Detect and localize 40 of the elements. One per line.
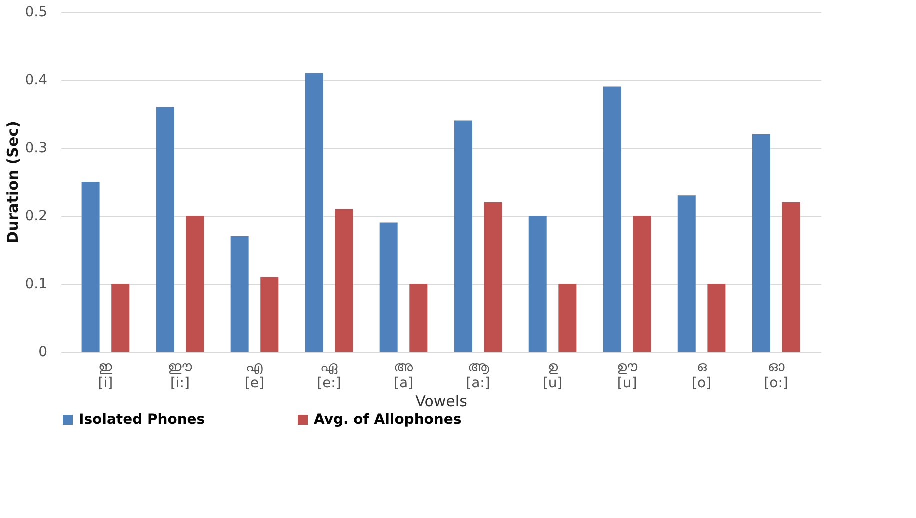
bar	[186, 216, 204, 352]
bar	[708, 284, 726, 352]
bar	[82, 182, 100, 352]
bar	[230, 236, 249, 352]
bar	[678, 196, 696, 352]
y-tick-label: 0.1	[25, 276, 48, 292]
bar	[633, 216, 652, 352]
x-tick-label: ഓ [o:]	[764, 360, 788, 392]
x-axis-title: Vowels	[416, 392, 468, 410]
y-tick-label: 0.2	[25, 208, 48, 224]
x-tick-label: ആ [a:]	[466, 360, 490, 392]
bar	[484, 202, 502, 352]
bar	[305, 73, 324, 352]
bar	[380, 222, 398, 352]
x-tick-label: ഉ [u]	[542, 360, 563, 392]
y-axis-title: Duration (Sec)	[4, 121, 22, 244]
legend-label: Isolated Phones	[79, 412, 206, 428]
y-tick-label: 0.4	[25, 72, 48, 88]
y-tick-label: 0.3	[25, 140, 48, 156]
x-tick-label: അ [a]	[394, 360, 414, 392]
bar	[558, 284, 577, 352]
y-tick-label: 0.5	[25, 4, 48, 20]
bar	[603, 86, 622, 352]
y-tick-label: 0	[38, 344, 48, 360]
x-tick-label: ഊ [u]	[616, 360, 638, 392]
bar	[335, 209, 354, 352]
bar	[260, 277, 279, 352]
bar	[528, 216, 547, 352]
legend-label: Avg. of Allophones	[314, 412, 462, 428]
x-tick-label: ഇ [i]	[98, 360, 114, 392]
bar	[410, 284, 428, 352]
bar	[782, 202, 800, 352]
x-tick-label: ഈ [i:]	[168, 360, 194, 392]
bar	[454, 120, 472, 352]
x-tick-label: എ [e]	[244, 360, 264, 392]
x-tick-label: ഏ [e:]	[317, 360, 342, 392]
bar	[156, 107, 174, 352]
bar	[112, 284, 130, 352]
x-tick-label: ഒ [o]	[692, 360, 712, 392]
bar	[752, 134, 770, 352]
